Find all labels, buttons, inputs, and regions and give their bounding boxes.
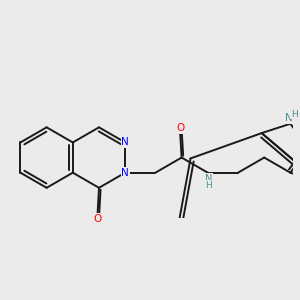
Text: N: N <box>121 168 129 178</box>
Text: N: N <box>285 113 293 123</box>
Text: O: O <box>176 123 184 133</box>
Text: H: H <box>205 181 212 190</box>
Text: O: O <box>93 214 102 224</box>
Text: H: H <box>291 110 297 118</box>
Text: N: N <box>205 174 212 184</box>
Text: N: N <box>121 137 129 147</box>
